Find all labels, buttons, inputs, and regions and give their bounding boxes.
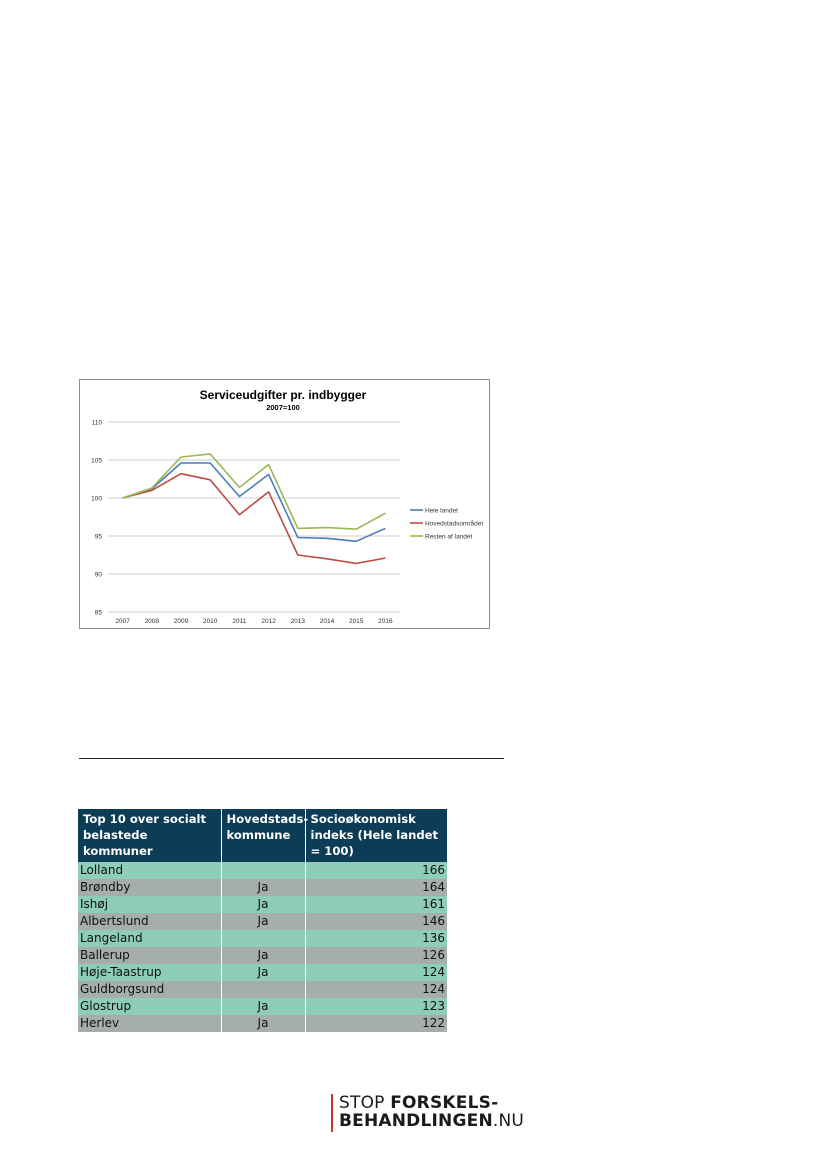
hovedstad-cell: Ja [221, 964, 306, 981]
hovedstad-cell [221, 862, 306, 879]
hovedstad-cell: Ja [221, 947, 306, 964]
table-row: Brøndby Ja 164 [78, 879, 447, 896]
index-cell: 122 [305, 1015, 447, 1032]
kommune-cell: Guldborgsund [78, 981, 222, 998]
index-cell: 161 [305, 896, 447, 913]
chart-title: Serviceudgifter pr. indbygger [200, 388, 367, 402]
x-tick-label: 2014 [320, 618, 335, 625]
hovedstad-cell: Ja [221, 998, 306, 1015]
chart-subtitle: 2007=100 [266, 403, 300, 412]
kommune-cell: Brøndby [78, 879, 222, 896]
kommune-cell: Ballerup [78, 947, 222, 964]
logo-line-2: BEHANDLINGEN.NU [339, 1112, 524, 1130]
kommuner-table: Top 10 over socialt belastede kommuner H… [78, 809, 447, 1032]
index-cell: 123 [305, 998, 447, 1015]
logo-stop: STOP [339, 1093, 391, 1113]
y-tick-label: 90 [95, 572, 103, 579]
y-tick-label: 95 [95, 534, 103, 541]
header-hovedstadskommune: Hovedstads-kommune [221, 809, 308, 862]
chart-frame: Serviceudgifter pr. indbygger 2007=100 85 9… [79, 379, 490, 629]
legend-label: Hovedstadsområdet [425, 520, 483, 528]
x-tick-label: 2008 [145, 618, 160, 625]
index-cell: 126 [305, 947, 447, 964]
index-cell: 166 [305, 862, 447, 879]
hovedstad-cell: Ja [221, 913, 306, 930]
y-tick-label: 110 [92, 420, 103, 427]
x-tick-label: 2009 [174, 618, 189, 625]
index-cell: 124 [305, 964, 447, 981]
index-cell: 124 [305, 981, 447, 998]
index-cell: 164 [305, 879, 447, 896]
kommune-cell: Albertslund [78, 913, 222, 930]
kommune-cell: Ishøj [78, 896, 222, 913]
hovedstad-cell [221, 981, 306, 998]
table-row: Glostrup Ja 123 [78, 998, 447, 1015]
x-tick-label: 2007 [115, 618, 130, 625]
logo-nu: .NU [492, 1111, 525, 1131]
table-row: Ballerup Ja 126 [78, 947, 447, 964]
kommune-cell: Lolland [78, 862, 222, 879]
kommune-cell: Høje-Taastrup [78, 964, 222, 981]
header-kommuner: Top 10 over socialt belastede kommuner [78, 809, 222, 862]
index-cell: 146 [305, 913, 447, 930]
table-row: Høje-Taastrup Ja 124 [78, 964, 447, 981]
logo-line-1: STOP FORSKELS- [339, 1094, 524, 1112]
legend-label: Hele landet [425, 508, 458, 515]
x-tick-label: 2016 [378, 618, 393, 625]
series-line-1 [122, 472, 386, 565]
x-tick-label: 2015 [349, 618, 364, 625]
hovedstad-cell: Ja [221, 1015, 306, 1032]
x-tick-label: 2011 [232, 618, 246, 625]
header-indeks: Socioøkonomisk indeks (Hele landet = 100… [305, 809, 447, 862]
logo-forskels: FORSKELS- [390, 1093, 499, 1113]
kommune-cell: Langeland [78, 930, 222, 947]
series-line-0 [122, 462, 386, 543]
x-tick-label: 2012 [261, 618, 276, 625]
series-line-2 [122, 453, 386, 530]
table-row: Lolland 166 [78, 862, 447, 879]
kommune-cell: Glostrup [78, 998, 222, 1015]
x-tick-label: 2013 [291, 618, 306, 625]
legend-label: Resten af landet [425, 534, 473, 541]
table-row: Guldborgsund 124 [78, 981, 447, 998]
divider [79, 758, 504, 759]
y-tick-label: 85 [95, 610, 103, 617]
table-body: Lolland 166 Brøndby Ja 164 Ishøj Ja 161 Albertsl… [78, 862, 447, 1032]
kommune-cell: Herlev [78, 1015, 222, 1032]
brand-logo: STOP FORSKELS- BEHANDLINGEN.NU [331, 1094, 524, 1132]
table-row: Ishøj Ja 161 [78, 896, 447, 913]
table-row: Albertslund Ja 146 [78, 913, 447, 930]
y-tick-label: 105 [91, 458, 102, 465]
y-tick-label: 100 [91, 496, 102, 503]
logo-behandlingen: BEHANDLINGEN [339, 1111, 493, 1131]
hovedstad-cell: Ja [221, 879, 306, 896]
table-header-row: Top 10 over socialt belastede kommuner H… [78, 809, 447, 862]
hovedstad-cell: Ja [221, 896, 306, 913]
table-row: Langeland 136 [78, 930, 447, 947]
table-row: Herlev Ja 122 [78, 1015, 447, 1032]
index-cell: 136 [305, 930, 447, 947]
hovedstad-cell [221, 930, 306, 947]
x-tick-label: 2010 [203, 618, 218, 625]
